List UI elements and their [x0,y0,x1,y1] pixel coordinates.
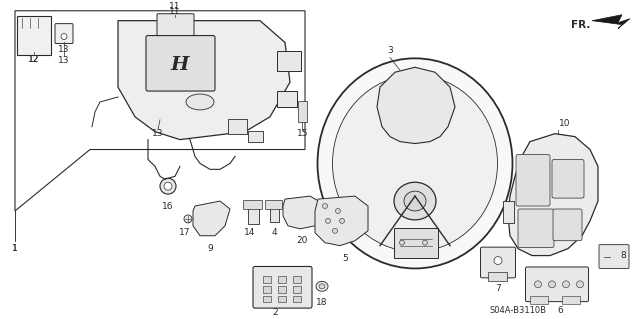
Text: 18: 18 [316,298,328,307]
Text: 1: 1 [12,244,18,253]
Text: 12: 12 [28,55,40,64]
FancyBboxPatch shape [525,267,589,302]
FancyBboxPatch shape [262,296,271,302]
Text: 15: 15 [297,129,308,138]
Text: 3: 3 [387,46,393,55]
Ellipse shape [394,182,436,220]
Text: 7: 7 [495,284,501,293]
Text: 2: 2 [272,308,278,316]
Text: 13: 13 [58,56,70,65]
FancyBboxPatch shape [278,286,286,293]
FancyBboxPatch shape [146,35,215,91]
Ellipse shape [319,284,325,289]
Ellipse shape [186,94,214,110]
Text: S04A-B3110B: S04A-B3110B [490,306,547,315]
Polygon shape [283,196,322,229]
Text: 12: 12 [28,55,40,64]
Ellipse shape [563,281,570,288]
FancyBboxPatch shape [227,119,246,134]
Text: 16: 16 [163,202,173,211]
FancyBboxPatch shape [292,286,301,293]
Ellipse shape [534,281,541,288]
Text: 5: 5 [342,254,348,263]
FancyBboxPatch shape [253,266,312,308]
Text: FR.: FR. [571,20,590,30]
Text: 13: 13 [58,45,70,54]
Ellipse shape [164,182,172,190]
Ellipse shape [61,33,67,40]
Polygon shape [315,196,368,246]
Polygon shape [118,21,290,140]
FancyBboxPatch shape [552,160,584,198]
Ellipse shape [399,240,404,245]
Text: 13: 13 [152,129,164,138]
FancyBboxPatch shape [157,14,194,35]
Text: 4: 4 [271,228,277,237]
Text: H: H [171,56,189,74]
FancyBboxPatch shape [562,296,580,304]
Polygon shape [592,15,630,29]
Text: 8: 8 [620,251,626,260]
Polygon shape [508,134,598,256]
Ellipse shape [494,256,502,264]
FancyBboxPatch shape [292,276,301,283]
FancyBboxPatch shape [292,296,301,302]
FancyBboxPatch shape [502,201,513,223]
FancyBboxPatch shape [278,296,286,302]
Ellipse shape [333,75,497,252]
Ellipse shape [548,281,556,288]
FancyBboxPatch shape [262,276,271,283]
FancyBboxPatch shape [516,154,550,206]
Text: 6: 6 [557,306,563,315]
FancyBboxPatch shape [394,228,438,257]
FancyBboxPatch shape [248,131,262,142]
FancyBboxPatch shape [277,51,301,71]
FancyBboxPatch shape [599,245,629,269]
Text: 1: 1 [12,244,18,253]
Ellipse shape [577,281,584,288]
FancyBboxPatch shape [298,101,307,122]
FancyBboxPatch shape [262,286,271,293]
FancyBboxPatch shape [243,201,262,210]
FancyBboxPatch shape [518,209,554,248]
Text: 9: 9 [207,244,213,253]
FancyBboxPatch shape [248,205,259,224]
Ellipse shape [184,215,192,223]
Text: 20: 20 [296,236,308,245]
Text: 11: 11 [169,7,180,16]
Ellipse shape [335,209,340,213]
Ellipse shape [326,219,330,223]
FancyBboxPatch shape [269,205,278,222]
FancyBboxPatch shape [266,201,282,210]
Ellipse shape [323,204,328,209]
Polygon shape [193,201,230,236]
FancyBboxPatch shape [55,24,73,43]
Text: 11: 11 [169,2,180,11]
FancyBboxPatch shape [481,247,515,278]
Text: 17: 17 [179,228,191,237]
FancyBboxPatch shape [17,16,51,56]
FancyBboxPatch shape [277,91,297,107]
FancyBboxPatch shape [278,276,286,283]
Polygon shape [377,67,455,144]
FancyBboxPatch shape [530,296,548,304]
Ellipse shape [160,178,176,194]
Ellipse shape [317,58,513,269]
Ellipse shape [316,281,328,291]
Text: 14: 14 [244,228,256,237]
Text: 10: 10 [559,119,571,128]
FancyBboxPatch shape [488,272,506,281]
Ellipse shape [404,191,426,211]
Ellipse shape [339,219,344,223]
FancyBboxPatch shape [553,209,582,241]
Ellipse shape [422,240,428,245]
Ellipse shape [333,228,337,233]
